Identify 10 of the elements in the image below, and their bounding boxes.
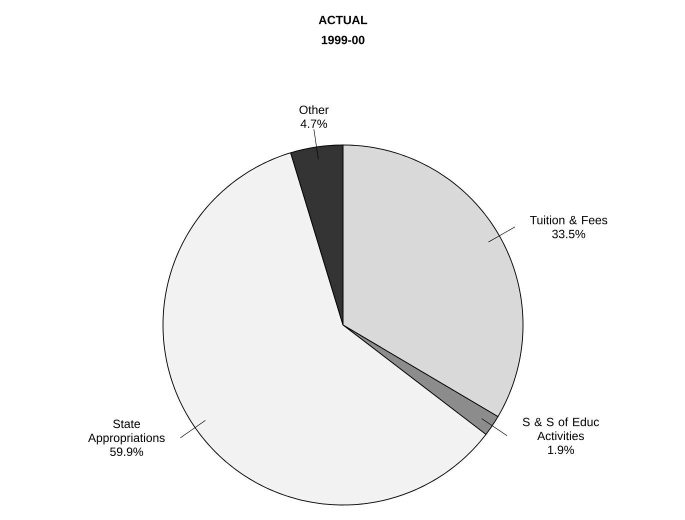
legend-label: S & S of Educ Activities — [522, 417, 600, 440]
slice-label: Other — [299, 105, 329, 114]
data-label: 4.7% — [300, 120, 328, 128]
data-label: 59.9% — [110, 448, 144, 456]
slice-label: State Appropriations — [88, 420, 165, 444]
chart-title: ACTUAL — [318, 16, 368, 24]
data-label: 1.9% — [548, 446, 574, 454]
slice-label: Tuition & Fees — [530, 216, 608, 224]
chart-subtitle: 1999-00 — [322, 36, 364, 44]
data-label: 33.5% — [552, 230, 586, 238]
